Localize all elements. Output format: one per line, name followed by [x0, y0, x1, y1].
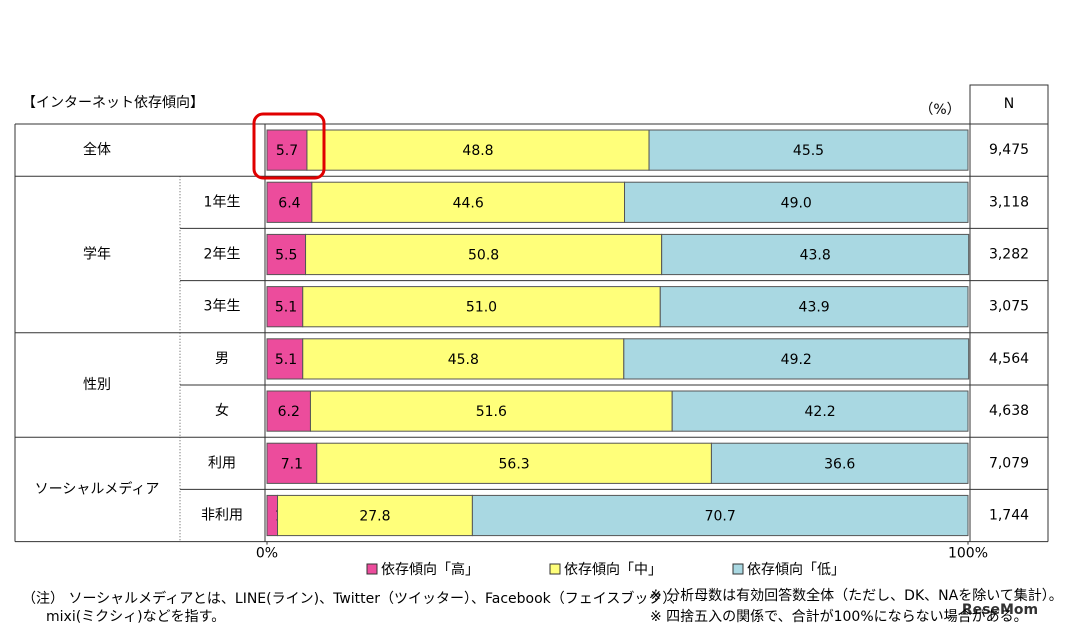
category-label: 1年生 [204, 194, 241, 210]
value-label: 44.6 [453, 195, 484, 211]
bar-segment [302, 338, 625, 380]
highlight-box [252, 112, 326, 180]
legend-label: 依存傾向「中」 [564, 562, 662, 578]
value-label: 45.8 [448, 352, 479, 368]
note: ※ 四捨五入の関係で、合計が100%にならない場合がある。 [650, 608, 1028, 625]
category-label: 2年生 [204, 247, 241, 263]
n-value: 3,118 [989, 194, 1029, 210]
value-label: 49.0 [781, 195, 812, 211]
category-label: 利用 [208, 455, 236, 471]
bar-segment [311, 181, 626, 223]
value-label: 6.2 [278, 404, 300, 420]
bar-segment [266, 181, 313, 223]
n-value: 3,075 [989, 299, 1029, 315]
n-value: 9,475 [989, 142, 1029, 158]
value-label: 6.4 [278, 195, 300, 211]
category-label: 3年生 [204, 299, 241, 315]
value-label: 7.1 [281, 456, 303, 472]
bar-segment [266, 286, 304, 328]
n-value: 4,564 [989, 351, 1029, 367]
value-label: 5.5 [275, 248, 297, 264]
value-label: 43.8 [800, 248, 831, 264]
value-label: 5.1 [275, 300, 297, 316]
bar-segment [471, 494, 969, 537]
value-label: 70.7 [705, 509, 736, 525]
value-label: 5.1 [275, 352, 297, 368]
group-label: 学年 [83, 247, 111, 263]
bar-segment [316, 442, 712, 484]
bar-segment [309, 390, 673, 432]
bar-segment [266, 390, 311, 432]
x-tick-label: 100% [948, 546, 988, 562]
value-label: 49.2 [781, 352, 812, 368]
x-tick-label: 0% [256, 546, 278, 562]
bar-segment [302, 286, 661, 328]
bar-segment [266, 129, 308, 171]
value-label: 51.6 [476, 404, 507, 420]
value-label: 48.8 [462, 143, 493, 159]
legend-label: 依存傾向「低」 [747, 562, 845, 578]
value-label: 56.3 [499, 456, 530, 472]
bar-segment [624, 181, 969, 223]
note: mixi(ミクシィ)などを指す。 [46, 609, 225, 625]
bar-segment [710, 442, 969, 484]
value-label: 27.8 [359, 509, 390, 525]
value-label: 43.9 [799, 300, 830, 316]
value-label: 5.7 [276, 143, 298, 159]
legend-label: 依存傾向「高」 [381, 561, 479, 578]
n-value: 1,744 [989, 508, 1029, 524]
group-label: 全体 [83, 141, 111, 158]
value-label: 50.8 [468, 248, 499, 264]
bar-segment [266, 233, 307, 276]
note: （注） ソーシャルメディアとは、LINE(ライン)、Twitter（ツイッター）… [22, 590, 683, 607]
chart-title: 【インターネット依存傾向】 [22, 95, 204, 111]
category-label: 男 [215, 351, 229, 367]
group-label: 性別 [83, 377, 111, 393]
bar-segment [648, 129, 969, 171]
value-label: 45.5 [793, 143, 824, 159]
bar-segment [661, 233, 970, 276]
watermark: ReseMom [962, 602, 1038, 618]
n-value: 4,638 [989, 403, 1029, 419]
bar-segment [305, 233, 663, 276]
note: ※ 分析母数は有効回答数全体（ただし、DK、NAを除いて集計）。 [650, 587, 1063, 604]
n-value: 3,282 [989, 247, 1029, 263]
bar-segment [671, 390, 969, 432]
value-label: 51.0 [466, 300, 497, 316]
legend-swatch [549, 563, 561, 575]
category-label: 女 [215, 402, 229, 419]
group-label: ソーシャルメディア [35, 480, 160, 497]
value-label: 36.6 [824, 456, 855, 472]
bar-segment [623, 338, 970, 380]
bar-segment [659, 286, 969, 328]
legend-swatch [366, 563, 378, 575]
value-label: 42.2 [805, 404, 836, 420]
bar-segment [277, 494, 473, 537]
n-value: 7,079 [989, 455, 1029, 471]
legend-swatch [732, 563, 744, 575]
category-label: 非利用 [201, 508, 243, 524]
unit-label: （%） [919, 102, 960, 118]
n-header: N [1004, 96, 1014, 112]
bar-segment [266, 338, 304, 380]
